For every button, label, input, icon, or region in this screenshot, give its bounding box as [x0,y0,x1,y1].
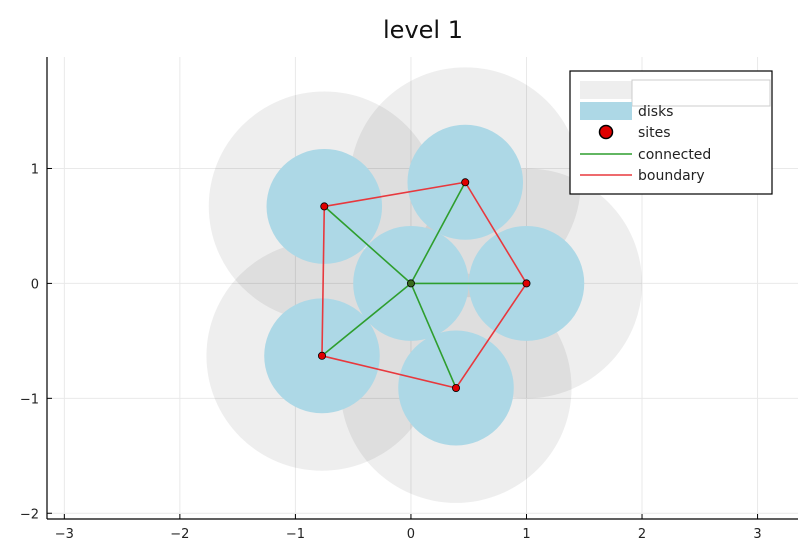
x-tick-label: 1 [522,527,530,542]
site-point [317,351,326,360]
chart-title: level 1 [383,16,463,44]
site-point [406,279,415,288]
y-tick-label: −2 [20,507,39,522]
legend-label: disks [638,104,673,120]
x-tick-label: 2 [638,527,646,542]
y-tick-label: −1 [20,392,39,407]
boundary-edge [321,355,457,389]
site-point [522,279,531,288]
boundary-edge [324,181,466,208]
edges [321,181,528,389]
site-point [461,178,470,187]
connected-edge [321,282,412,357]
legend-label: connected [638,147,711,163]
x-tick-label: −1 [286,527,305,542]
y-tick-label: 0 [31,277,39,292]
connected-edge [410,181,466,284]
y-tick-label: 1 [31,162,39,177]
sites [317,178,531,392]
x-tick-label: −3 [55,527,74,542]
legend: disks sites connected boundary [569,70,773,195]
x-tick-label: 0 [407,527,415,542]
boundary-edge [321,206,326,356]
site-point [320,202,329,211]
boundary-edge [455,282,528,389]
x-tick-label: 3 [753,527,761,542]
legend-outer-disk-swatch [580,81,632,99]
legend-label: sites [638,125,671,141]
legend-label: boundary [638,168,705,184]
legend-blank-entry [631,79,771,107]
connected-edge [410,283,457,389]
connected-edge [323,205,412,285]
boundary-edge [464,181,528,284]
x-tick-label: −2 [170,527,189,542]
legend-disk-swatch [580,102,632,120]
legend-site-marker [598,124,614,140]
site-point [452,383,461,392]
axes: −3 −2 −1 0 1 2 3 −2 −1 0 1 [20,57,798,542]
